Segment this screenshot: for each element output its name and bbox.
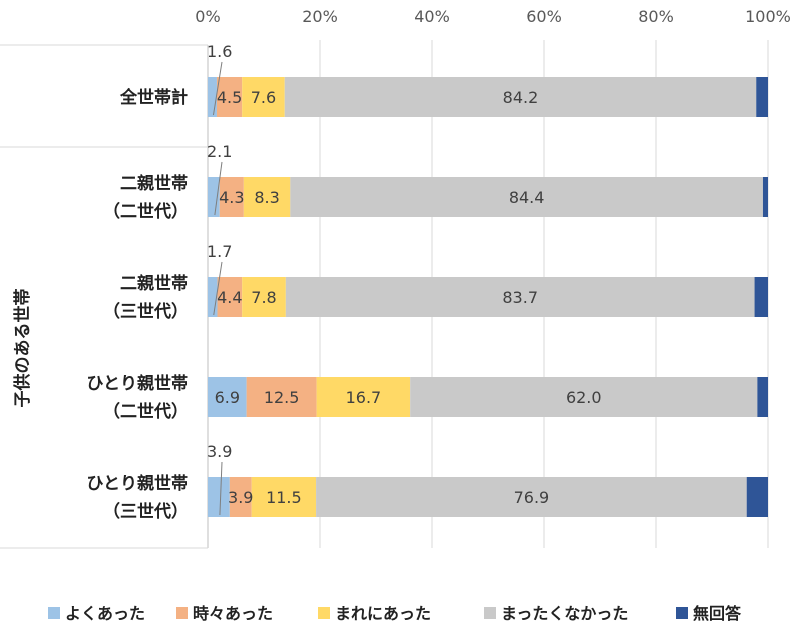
data-label: 83.7: [502, 288, 538, 307]
legend-swatch: [48, 607, 60, 619]
bar-segment: [219, 177, 244, 217]
bar-segment: [229, 477, 252, 517]
category-label: 二親世帯: [120, 273, 188, 294]
bar-segment: [208, 77, 217, 117]
category-label: 二親世帯: [120, 173, 188, 194]
data-label: 11.5: [266, 488, 302, 507]
bar-segment: [284, 77, 757, 117]
bar-segment: [316, 477, 747, 517]
bar-segment: [757, 377, 768, 417]
legend-label: まったくなかった: [501, 604, 628, 623]
leader-line: [214, 161, 223, 216]
leader-line: [219, 461, 223, 516]
leader-lines: [212, 61, 223, 516]
category-label: （三世代）: [103, 501, 188, 522]
category-label: ひとり親世帯: [87, 373, 189, 394]
data-label: 6.9: [215, 388, 240, 407]
bar-segment: [208, 277, 218, 317]
group-label: 子供のある世帯: [12, 289, 33, 408]
bar-segment: [216, 77, 243, 117]
legend: よくあった 時々あった まれにあった まったくなかった 無回答: [48, 604, 742, 623]
data-label: 2.1: [207, 142, 232, 161]
bar-segment: [242, 277, 286, 317]
x-tick-label: 0%: [195, 7, 220, 26]
x-tick-label: 80%: [638, 7, 674, 26]
bar-segment: [243, 177, 291, 217]
legend-label: まれにあった: [335, 604, 431, 623]
bar-segment: [756, 77, 768, 117]
leader-line: [212, 61, 223, 116]
category-label: ひとり親世帯: [87, 473, 189, 494]
bar-segment: [746, 477, 768, 517]
data-label: 84.4: [509, 188, 545, 207]
x-tick-label: 100%: [745, 7, 791, 26]
data-label: 4.3: [219, 188, 244, 207]
legend-label: 時々あった: [193, 604, 273, 623]
data-label: 7.6: [251, 88, 276, 107]
bar-segment: [316, 377, 411, 417]
data-label: 7.8: [251, 288, 276, 307]
bar-segment: [208, 477, 230, 517]
data-label: 1.6: [207, 42, 232, 61]
category-label: （二世代）: [103, 201, 188, 222]
bar-segment: [242, 77, 285, 117]
leader-line: [213, 261, 223, 316]
data-label: 12.5: [264, 388, 300, 407]
x-tick-label: 60%: [526, 7, 562, 26]
data-label: 3.9: [228, 488, 253, 507]
data-label: 1.7: [207, 242, 232, 261]
bar-segment: [251, 477, 317, 517]
bar-segment: [208, 377, 247, 417]
legend-swatch: [484, 607, 496, 619]
bar-segment: [410, 377, 758, 417]
legend-swatch: [676, 607, 688, 619]
legend-swatch: [318, 607, 330, 619]
bars: [208, 77, 768, 517]
category-label: （二世代）: [103, 401, 188, 422]
data-label: 76.9: [514, 488, 550, 507]
data-label: 62.0: [566, 388, 602, 407]
data-label: 4.4: [217, 288, 242, 307]
data-label: 16.7: [346, 388, 382, 407]
data-label: 3.9: [207, 442, 232, 461]
data-labels: 1.6 4.5 7.6 84.2 2.1 4.3 8.3 84.4 1.7 4.4 7.8 83.7 6…: [207, 42, 602, 507]
bar-segment: [290, 177, 763, 217]
bar-segment: [754, 277, 768, 317]
data-label: 8.3: [254, 188, 279, 207]
bar-segment: [285, 277, 755, 317]
data-label: 4.5: [217, 88, 242, 107]
data-label: 84.2: [503, 88, 539, 107]
x-tick-label: 20%: [302, 7, 338, 26]
bar-segment: [246, 377, 317, 417]
bar-segment: [762, 177, 768, 217]
bar-segment: [208, 177, 220, 217]
bar-segment: [217, 277, 243, 317]
category-label: （三世代）: [103, 301, 188, 322]
x-axis-ticks: 0% 20% 40% 60% 80% 100%: [195, 7, 791, 26]
legend-label: よくあった: [65, 604, 145, 623]
legend-label: 無回答: [693, 604, 742, 623]
category-label: 全世帯計: [119, 87, 188, 108]
x-tick-label: 40%: [414, 7, 450, 26]
legend-swatch: [176, 607, 188, 619]
